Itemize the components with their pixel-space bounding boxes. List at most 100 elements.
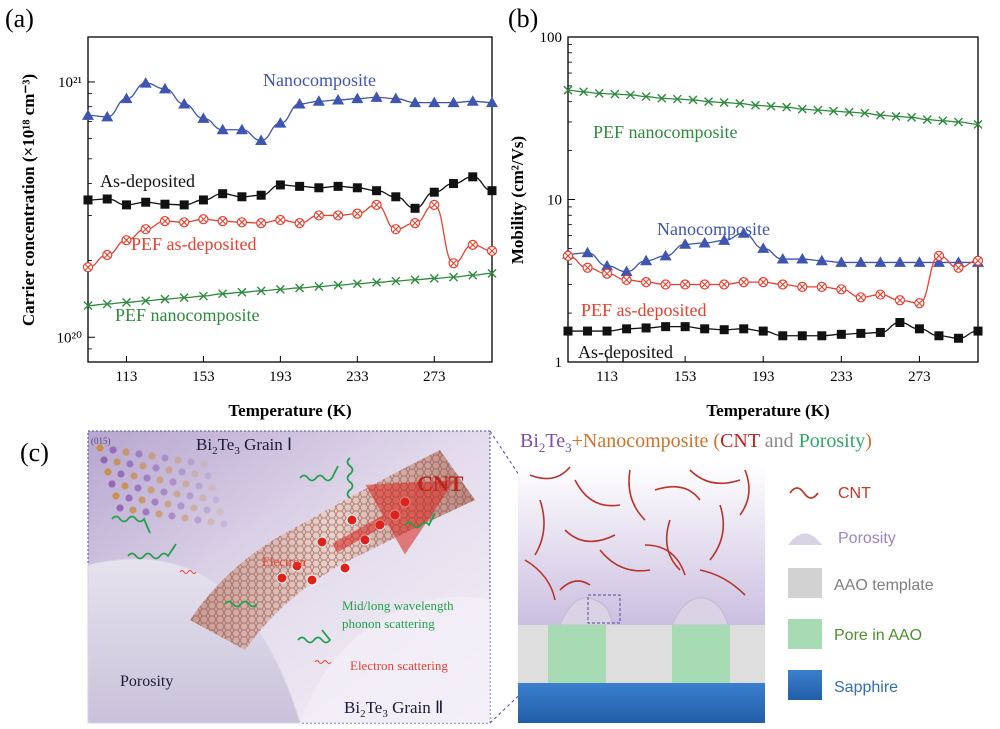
chart-a-point-as-deposited [179, 200, 189, 210]
lattice-atom [168, 512, 176, 520]
chart-a-point-pef-as-deposited [121, 235, 132, 246]
chart-a-label-pef-nanocomposite: PEF nanocomposite [115, 305, 260, 325]
chart-a-point-as-deposited [160, 199, 170, 209]
chart-a-xtick-label: 233 [346, 369, 369, 385]
porosity-dome-2 [671, 597, 729, 626]
lattice-atom [108, 480, 116, 488]
chart-b-point-pef-nanocomposite [657, 93, 667, 103]
legend-cnt-swatch [789, 487, 819, 499]
chart-b-point-pef-nanocomposite [735, 98, 745, 108]
chart-a-point-as-deposited [83, 195, 93, 205]
chart-a-point-as-deposited [314, 183, 324, 193]
chart-b-point-nanocomposite [815, 254, 828, 266]
chart-b-ytick-label: 100 [540, 30, 563, 46]
lattice-atom [194, 516, 202, 524]
chart-a-point-pef-nanocomposite [179, 293, 189, 303]
chart-b-point-pef-as-deposited [972, 255, 984, 266]
chart-a-point-as-deposited [218, 189, 228, 199]
chart-a-point-as-deposited [102, 194, 112, 204]
lattice-atom [121, 482, 129, 490]
chart-b-point-pef-nanocomposite [907, 112, 917, 122]
bi2te3-film [518, 463, 765, 625]
chart-b-point-pef-as-deposited [719, 279, 730, 290]
chart-a-ytick-label: 10²⁰ [56, 330, 82, 346]
chart-b-point-pef-nanocomposite [797, 104, 807, 114]
chart-a-point-pef-nanocomposite [429, 273, 439, 283]
chart-b-point-pef-as-deposited [601, 268, 613, 279]
chart-a-point-nanocomposite [312, 95, 325, 106]
chart-a-xtick-label: 193 [269, 369, 292, 385]
bi2te3-lattice [96, 444, 228, 528]
chart-a-point-nanocomposite [428, 96, 441, 108]
chart-b-point-as-deposited [836, 329, 846, 339]
chart-b-point-pef-as-deposited [894, 295, 906, 306]
chart-b-point-as-deposited [719, 325, 729, 335]
chart-b-point-nanocomposite [718, 234, 731, 245]
chart-b-xtick-label: 233 [830, 369, 853, 385]
chart-b-point-pef-nanocomposite [973, 119, 983, 129]
chart-a-label-nanocomposite: Nanocomposite [263, 70, 376, 90]
phonon-label-line1: Mid/long wavelength [342, 598, 454, 613]
chart-b-point-pef-nanocomposite [766, 101, 776, 111]
phonon-waves [111, 457, 436, 644]
legend-pore-label: Pore in AAO [834, 627, 922, 644]
chart-b-point-as-deposited [973, 326, 983, 336]
chart-b-point-as-deposited [583, 326, 593, 336]
lattice-atom [200, 460, 208, 468]
chart-b-point-pef-as-deposited [914, 298, 925, 309]
legend-pore-swatch [788, 619, 822, 649]
chart-b-point-pef-nanocomposite [938, 116, 948, 126]
sapphire-substrate [518, 683, 765, 723]
chart-a-point-pef-nanocomposite [352, 279, 362, 289]
chart-b-point-nanocomposite [854, 256, 867, 267]
chart-b-point-nanocomposite [835, 256, 848, 267]
chart-b-point-as-deposited [622, 324, 632, 334]
lattice-atom [160, 488, 168, 496]
chart-a-xtick-label: 113 [115, 369, 137, 385]
lattice-atom [96, 444, 104, 452]
chart-a-point-nanocomposite [255, 134, 268, 145]
chart-a-point-nanocomposite [158, 82, 171, 94]
chart-b-point-pef-nanocomposite [844, 107, 854, 117]
chart-b-series-line-as-deposited [567, 321, 979, 339]
chart-a-series-line-as-deposited [87, 176, 493, 209]
chart-b-point-pef-nanocomposite [860, 108, 870, 118]
chart-a-point-as-deposited [487, 186, 497, 196]
chart-a-point-pef-nanocomposite [237, 287, 247, 297]
porosity-label: Porosity [120, 673, 173, 690]
lattice-atom [187, 458, 195, 466]
chart-b-point-pef-nanocomposite [829, 106, 839, 116]
lattice-atom [130, 472, 138, 480]
chart-a-point-nanocomposite [332, 93, 345, 105]
lattice-atom [109, 446, 117, 454]
illustration-panel: (015) [87, 430, 491, 724]
chart-a-point-pef-as-deposited [486, 245, 498, 256]
lattice-atom [186, 492, 194, 500]
chart-a-point-pef-as-deposited [313, 210, 324, 221]
chart-b-point-nanocomposite [893, 256, 906, 267]
panel-label-b: (b) [508, 4, 538, 33]
chart-b-point-pef-as-deposited [699, 279, 710, 290]
chart-a-label-asdeposited: As-deposited [100, 171, 195, 191]
chart-a-xtick-label: 273 [423, 369, 446, 385]
chart-b-point-nanocomposite [679, 238, 692, 249]
lattice-atom [216, 508, 224, 516]
chart-a-point-as-deposited [468, 172, 478, 182]
chart-a-point-pef-nanocomposite [449, 272, 459, 282]
chart-a-point-as-deposited [121, 200, 131, 210]
chart-a-point-as-deposited [372, 186, 382, 196]
chart-a-point-nanocomposite [235, 123, 248, 135]
lattice-atom [220, 520, 228, 528]
chart-a-point-as-deposited [449, 179, 459, 189]
lattice-atom [178, 468, 186, 476]
chart-a-point-pef-nanocomposite [333, 280, 343, 290]
chart-b-point-pef-as-deposited [660, 279, 671, 290]
chart-a-point-pef-as-deposited [159, 216, 171, 227]
chart-b-xtick-label: 273 [908, 369, 931, 385]
legend-cnt-label: CNT [838, 485, 871, 502]
chart-b-point-as-deposited [778, 331, 788, 341]
lattice-atom [199, 494, 207, 502]
chart-b-point-pef-nanocomposite [641, 92, 651, 102]
chart-a-point-pef-as-deposited [352, 208, 363, 219]
lattice-atom [204, 472, 212, 480]
